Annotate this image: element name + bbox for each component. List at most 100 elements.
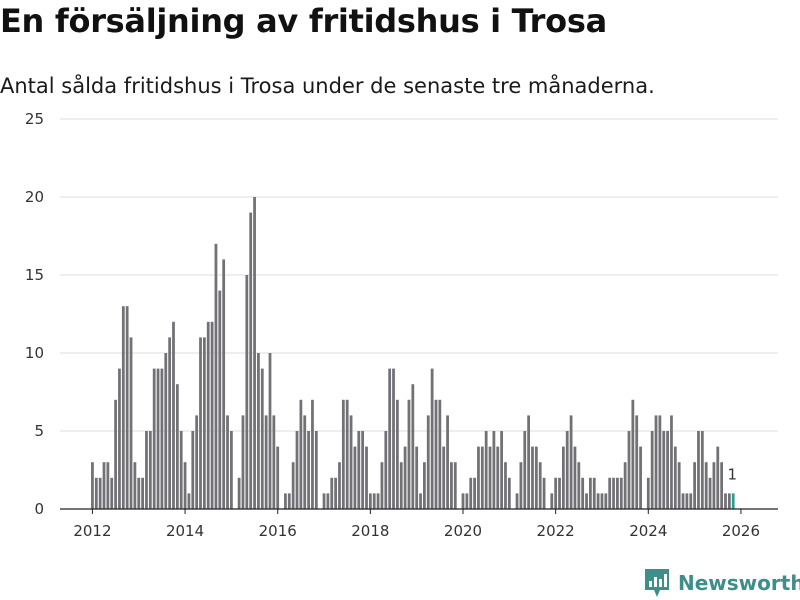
bar [268, 353, 272, 509]
bar [245, 275, 249, 509]
bar [581, 477, 585, 509]
bar [91, 462, 94, 509]
bar [272, 415, 276, 509]
chart-title: En försäljning av fritidshus i Trosa [0, 2, 607, 40]
bar [561, 446, 565, 509]
bar [531, 446, 534, 509]
bar [619, 477, 623, 509]
bar [534, 446, 538, 509]
bar [357, 431, 361, 509]
bar [492, 431, 496, 509]
bar [585, 493, 588, 509]
bar [365, 446, 368, 509]
bar [558, 477, 561, 509]
bar [376, 493, 380, 509]
bar [631, 399, 635, 509]
bar [453, 462, 457, 509]
bar [411, 384, 415, 509]
bar [334, 477, 338, 509]
x-tick-label: 2016 [259, 522, 297, 540]
bar [504, 462, 507, 509]
chart-subtitle: Antal sålda fritidshus i Trosa under de … [0, 74, 655, 98]
bar [341, 399, 345, 509]
bar [461, 493, 465, 509]
bar [349, 415, 353, 509]
bar [627, 431, 631, 509]
bar [175, 384, 179, 509]
bar [697, 431, 700, 509]
bar [616, 477, 619, 509]
bar [361, 431, 365, 509]
bar-latest [731, 493, 735, 509]
bar [727, 493, 731, 509]
bar [600, 493, 604, 509]
bar [137, 477, 141, 509]
x-tick-label: 2018 [351, 522, 389, 540]
bar [237, 477, 241, 509]
bar [218, 290, 222, 509]
bar [326, 493, 330, 509]
bar [276, 446, 280, 509]
x-tick-label: 2012 [73, 522, 111, 540]
bar [507, 477, 511, 509]
bar [110, 477, 114, 509]
bar [264, 415, 268, 509]
bar [156, 368, 160, 509]
bar [322, 493, 326, 509]
bar [573, 446, 577, 509]
bar [484, 431, 488, 509]
bar [434, 399, 438, 509]
bar [724, 493, 727, 509]
bar [646, 477, 650, 509]
bar [384, 431, 388, 509]
bar [446, 415, 449, 509]
bar [488, 446, 492, 509]
bar [303, 415, 307, 509]
bar [160, 368, 164, 509]
x-tick-label: 2024 [629, 522, 667, 540]
bar [195, 415, 199, 509]
bar [693, 462, 697, 509]
bar [542, 477, 546, 509]
bar [164, 353, 168, 509]
x-tick-label: 2026 [722, 522, 760, 540]
bar [415, 446, 419, 509]
bar [465, 493, 469, 509]
bar [222, 259, 226, 509]
bar [438, 399, 442, 509]
bar [395, 399, 399, 509]
bar [372, 493, 376, 509]
bar [662, 431, 666, 509]
bar [426, 415, 430, 509]
bar [673, 446, 677, 509]
bar [102, 462, 106, 509]
bar [666, 431, 669, 509]
bar [187, 493, 191, 509]
bar [477, 446, 480, 509]
bar [623, 462, 627, 509]
bar [519, 462, 523, 509]
bar [419, 493, 422, 509]
bar [133, 462, 137, 509]
bar [114, 399, 117, 509]
bar [94, 477, 98, 509]
bar [141, 477, 144, 509]
bar [202, 337, 206, 509]
bar [145, 431, 148, 509]
brand-logo: Newsworthy [644, 568, 800, 598]
bar [388, 368, 392, 509]
bar [284, 493, 287, 509]
latest-value-label: 1 [727, 465, 737, 483]
bar [716, 446, 720, 509]
bar [500, 431, 503, 509]
bar [496, 446, 500, 509]
bar [596, 493, 600, 509]
bar [148, 431, 152, 509]
bar [527, 415, 531, 509]
bar [191, 431, 195, 509]
bar [681, 493, 685, 509]
brand-name: Newsworthy [678, 571, 800, 595]
bar [295, 431, 299, 509]
bar [407, 399, 411, 509]
